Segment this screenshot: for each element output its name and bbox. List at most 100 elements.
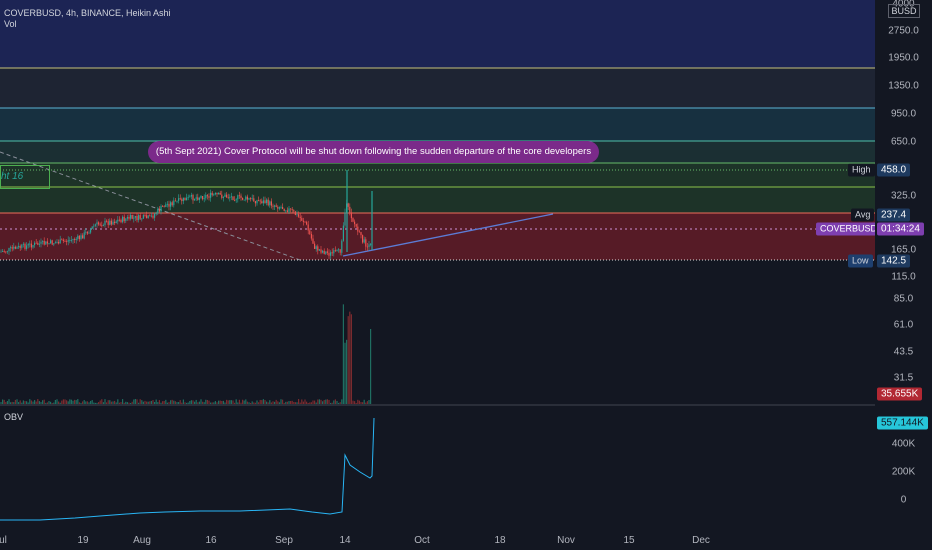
volume-bar	[235, 399, 237, 404]
volume-bar	[115, 402, 117, 404]
candle	[67, 240, 69, 242]
symbol-tag: COVERBUSD	[816, 222, 875, 236]
candle	[91, 226, 93, 229]
price-tick: 1350.0	[888, 80, 919, 92]
zone-band-1	[0, 68, 875, 108]
candle	[37, 242, 39, 245]
volume-bar	[91, 400, 93, 404]
volume-bar	[280, 399, 282, 404]
volume-bar	[323, 399, 325, 404]
candle	[290, 208, 292, 210]
volume-bar	[3, 399, 5, 404]
price-tick: 2750.0	[888, 25, 919, 37]
volume-label: Vol	[4, 19, 17, 29]
volume-bar	[141, 400, 143, 404]
volume-bar	[246, 401, 248, 404]
zone-green	[0, 163, 875, 213]
candle	[251, 198, 253, 200]
candle	[197, 197, 199, 200]
candle	[149, 215, 151, 217]
candle	[259, 200, 261, 202]
candle	[202, 196, 204, 200]
candle	[355, 224, 357, 227]
annotation-callout[interactable]: (5th Sept 2021) Cover Protocol will be s…	[148, 141, 599, 163]
volume-bar	[149, 401, 151, 404]
candle	[293, 210, 295, 212]
volume-bar	[125, 401, 127, 404]
volume-bar	[347, 316, 349, 404]
volume-bar	[152, 400, 154, 404]
volume-bar	[166, 402, 168, 404]
volume-bar	[107, 400, 109, 404]
candle	[282, 207, 284, 210]
volume-bar	[85, 401, 87, 404]
volume-bar	[229, 400, 231, 404]
price-chart[interactable]	[0, 0, 875, 550]
time-tick: 14	[339, 535, 351, 546]
price-tick: 85.0	[893, 293, 914, 305]
volume-bar	[77, 399, 79, 404]
candle	[53, 243, 55, 245]
volume-bar	[14, 399, 16, 404]
time-tick: 19	[77, 535, 89, 546]
time-tick: 16	[205, 535, 217, 546]
volume-bar	[29, 399, 31, 404]
volume-bar	[122, 399, 124, 404]
volume-bar	[22, 400, 24, 404]
candle	[339, 249, 341, 253]
volume-bar	[291, 400, 293, 404]
currency-label[interactable]: BUSD	[888, 4, 920, 18]
candle	[54, 242, 56, 244]
candle	[163, 206, 165, 208]
candle	[18, 246, 20, 248]
volume-bar	[368, 399, 370, 404]
volume-bar	[221, 400, 223, 404]
volume-bar	[13, 402, 15, 404]
symbol-title: COVERBUSD, 4h, BINANCE, Heikin Ashi	[4, 8, 171, 18]
candle	[229, 197, 231, 199]
candle	[48, 243, 50, 244]
candle	[85, 231, 87, 233]
volume-bar	[197, 402, 199, 404]
volume-bar	[322, 401, 324, 404]
candle	[35, 242, 37, 244]
candle	[254, 201, 256, 204]
candle	[150, 215, 152, 217]
candle	[82, 235, 84, 239]
candle	[171, 202, 173, 206]
price-axis[interactable]: 4000 BUSD 2750.0 1950.0 1350.0 950.0 650…	[875, 0, 932, 550]
candle	[357, 226, 359, 232]
volume-bar	[365, 402, 367, 404]
candle	[234, 200, 236, 201]
candle	[347, 203, 349, 207]
candle	[141, 218, 143, 220]
candle	[118, 219, 120, 221]
volume-value-tag: 35.655K	[877, 387, 923, 401]
countdown-tag: 01:34:24	[877, 222, 924, 236]
volume-bar	[179, 400, 181, 404]
time-tick: 18	[494, 535, 506, 546]
volume-bar	[214, 401, 216, 404]
candle	[317, 246, 319, 251]
volume-bar	[142, 401, 144, 404]
volume-bar	[245, 399, 247, 404]
candle	[152, 215, 154, 218]
obv-line	[0, 417, 375, 521]
volume-bar	[334, 399, 336, 404]
chart-area[interactable]: COVERBUSD, 4h, BINANCE, Heikin Ashi Vol …	[0, 0, 875, 550]
candle	[190, 195, 192, 197]
volume-bar	[118, 402, 120, 404]
box-label[interactable]: ht 16	[0, 165, 50, 189]
price-tick: 115.0	[891, 271, 916, 283]
volume-bar	[11, 401, 13, 404]
volume-bar	[333, 400, 335, 404]
candle	[115, 221, 117, 224]
candle	[240, 195, 242, 198]
candle	[302, 220, 304, 222]
volume-bar	[354, 401, 356, 404]
candle	[312, 238, 314, 244]
volume-bar	[312, 400, 314, 404]
candle	[131, 215, 133, 219]
volume-bar	[6, 401, 8, 404]
candle	[114, 221, 116, 224]
